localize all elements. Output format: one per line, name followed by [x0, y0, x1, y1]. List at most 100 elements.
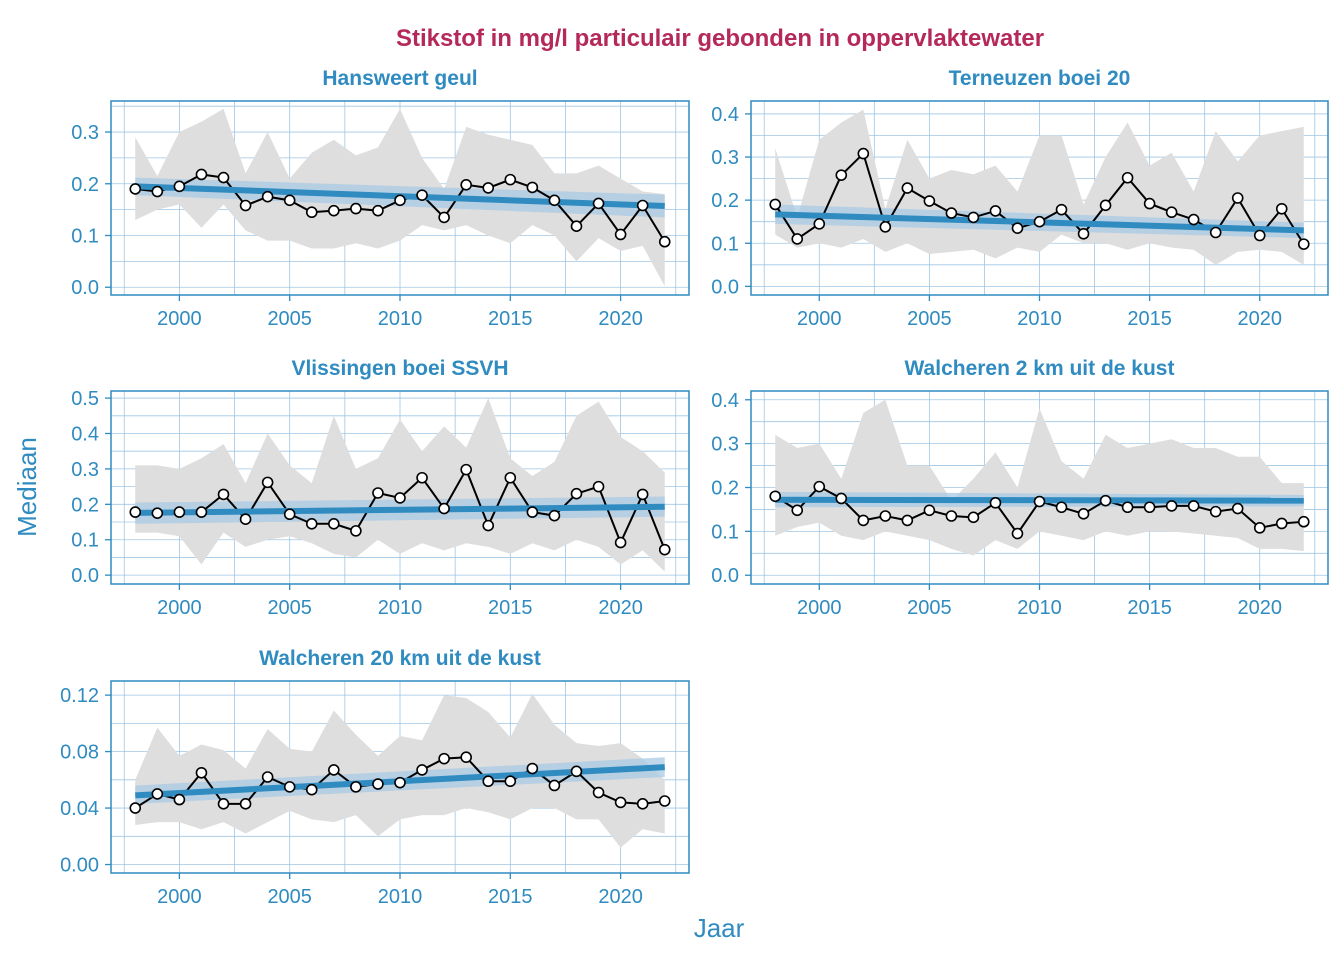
data-point [1099, 199, 1112, 212]
x-tick-label: 2015 [488, 308, 533, 330]
x-tick-label: 2000 [797, 597, 842, 619]
panel-2: Terneuzen boei 20 0.0 0.1 0.2 0.3 0.4 2000 2005… [711, 67, 1329, 330]
data-point [305, 517, 318, 530]
data-point [283, 194, 296, 207]
data-point [526, 181, 539, 194]
data-point [526, 506, 539, 518]
trend-line [135, 503, 665, 516]
x-tick-label: 2005 [267, 308, 312, 330]
data-point [1297, 515, 1310, 528]
data-point [217, 798, 230, 810]
y-tick-label: 0.3 [711, 434, 739, 456]
x-tick-label: 2000 [797, 308, 842, 330]
data-point [350, 202, 362, 215]
x-tick-label: 2000 [157, 886, 202, 908]
data-point [438, 211, 450, 224]
y-tick-label: 0.1 [71, 530, 99, 552]
data-point [173, 793, 186, 806]
x-tick-label: 2020 [1237, 308, 1282, 330]
data-point [328, 517, 340, 530]
data-point [923, 195, 936, 207]
data-point [261, 476, 274, 489]
data-point [173, 506, 186, 518]
y-tick-label: 0.4 [711, 390, 739, 412]
data-point [857, 147, 870, 160]
data-point [151, 788, 164, 800]
data-point [1011, 527, 1024, 540]
panel-title: Hansweert geul [322, 67, 477, 90]
data-point [1055, 203, 1068, 216]
panel-1: Hansweert geul 0.0 0.1 0.2 0.3 2000 2005 2010 20… [71, 67, 690, 330]
data-point [394, 194, 406, 207]
data-point [372, 778, 384, 790]
x-tick-label: 2020 [598, 597, 643, 619]
data-point [283, 781, 296, 793]
y-tick-label: 0.0 [71, 565, 99, 587]
data-point [1077, 508, 1090, 520]
data-point [328, 764, 340, 776]
data-point [857, 514, 870, 527]
y-tick-label: 0.0 [711, 276, 739, 298]
x-tick-label: 2005 [907, 597, 952, 619]
data-point [636, 488, 649, 501]
y-tick-label: 0.00 [60, 855, 99, 877]
data-point [614, 228, 627, 241]
data-point [570, 765, 583, 778]
x-tick-label: 2010 [378, 886, 423, 908]
y-tick-label: 0.3 [71, 459, 99, 481]
data-point [592, 786, 605, 799]
x-axis-label: Jaar [694, 913, 745, 943]
data-point [195, 766, 208, 779]
data-point [614, 536, 627, 549]
data-point [239, 798, 252, 810]
x-tick-label: 2005 [267, 597, 312, 619]
data-point [1143, 197, 1156, 210]
data-point [1143, 501, 1156, 514]
panel-title: Vlissingen boei SSVH [291, 357, 508, 380]
y-tick-label: 0.4 [71, 423, 99, 445]
data-point [1011, 222, 1024, 234]
data-point [394, 776, 406, 789]
data-point [989, 205, 1002, 217]
x-tick-label: 2015 [1127, 597, 1172, 619]
y-tick-label: 0.08 [60, 742, 99, 764]
data-point [791, 233, 804, 245]
y-tick-label: 0.2 [711, 478, 739, 500]
data-point [151, 185, 164, 198]
data-point [769, 198, 782, 211]
data-point [482, 775, 495, 788]
data-point [1033, 215, 1046, 228]
data-point [239, 513, 252, 525]
data-point [438, 502, 450, 515]
y-tick-label: 0.2 [71, 174, 99, 196]
y-tick-label: 0.04 [60, 798, 99, 820]
x-tick-label: 2010 [378, 597, 423, 619]
y-tick-label: 0.1 [711, 233, 739, 255]
data-point [372, 204, 384, 217]
data-point [526, 762, 539, 775]
data-point [967, 511, 980, 524]
data-point [1209, 505, 1222, 518]
data-point [548, 509, 561, 522]
y-tick-label: 0.3 [711, 147, 739, 169]
data-point [416, 189, 428, 201]
data-point [416, 764, 428, 776]
data-point [570, 220, 583, 232]
data-point [614, 796, 627, 809]
y-axis-label: Mediaan [12, 437, 42, 537]
panel-title: Terneuzen boei 20 [949, 67, 1131, 90]
panel-title: Walcheren 2 km uit de kust [905, 357, 1175, 380]
x-tick-label: 2005 [907, 308, 952, 330]
panel-3: Vlissingen boei SSVH 0.0 0.1 0.2 0.3 0.4 0.5 20… [71, 357, 690, 619]
data-point [239, 199, 252, 212]
data-point [636, 199, 649, 212]
data-point [350, 781, 362, 793]
x-tick-label: 2015 [1127, 308, 1172, 330]
data-point [1165, 500, 1178, 512]
data-point [195, 168, 208, 181]
y-tick-label: 0.4 [711, 104, 739, 126]
data-point [173, 180, 186, 193]
data-point [945, 510, 958, 522]
data-point [1055, 501, 1068, 514]
